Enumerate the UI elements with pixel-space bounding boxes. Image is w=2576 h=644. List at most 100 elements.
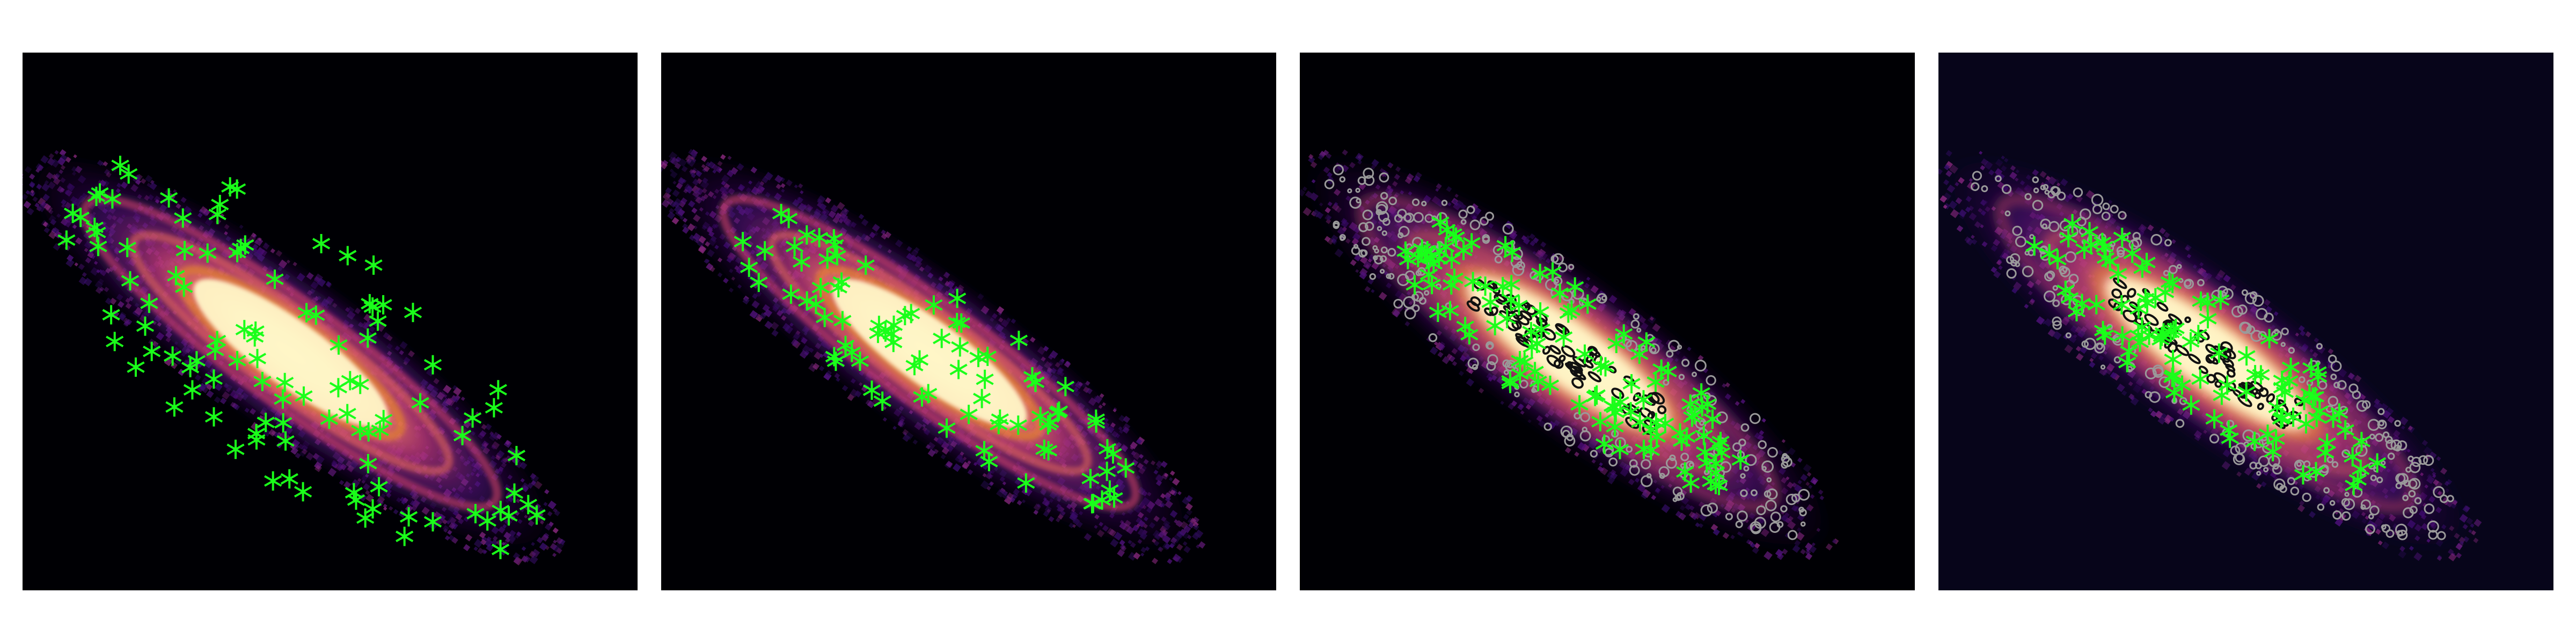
source-marker bbox=[266, 269, 284, 289]
source-marker bbox=[2189, 325, 2207, 345]
source-marker bbox=[973, 389, 991, 408]
source-marker bbox=[818, 249, 837, 269]
source-marker bbox=[2063, 214, 2082, 233]
source-marker bbox=[1510, 296, 1528, 316]
source-marker bbox=[786, 237, 804, 257]
source-marker bbox=[246, 321, 265, 341]
source-marker bbox=[464, 408, 482, 428]
source-marker bbox=[969, 348, 987, 368]
source-marker bbox=[359, 453, 377, 473]
source-marker bbox=[734, 232, 752, 252]
source-marker bbox=[363, 297, 382, 317]
source-marker bbox=[1637, 332, 1656, 352]
source-marker bbox=[2040, 244, 2059, 264]
source-marker bbox=[491, 539, 510, 559]
source-marker bbox=[2182, 332, 2200, 352]
source-marker bbox=[1056, 377, 1074, 397]
source-marker bbox=[2191, 369, 2209, 389]
source-marker bbox=[2352, 459, 2370, 479]
source-marker bbox=[1441, 301, 1459, 320]
source-marker bbox=[2167, 318, 2185, 338]
source-marker bbox=[364, 255, 383, 275]
source-marker bbox=[111, 156, 129, 175]
source-marker bbox=[756, 241, 774, 261]
source-marker bbox=[2136, 289, 2155, 309]
source-marker bbox=[938, 418, 956, 438]
source-marker bbox=[1707, 463, 1725, 482]
source-marker bbox=[2336, 420, 2354, 440]
source-marker bbox=[2210, 343, 2228, 363]
source-marker bbox=[933, 328, 951, 348]
source-marker bbox=[1595, 434, 1614, 454]
source-marker bbox=[882, 324, 901, 343]
source-marker bbox=[87, 186, 106, 206]
source-marker bbox=[2118, 353, 2136, 372]
source-marker bbox=[991, 409, 1009, 429]
source-marker bbox=[2348, 470, 2367, 490]
galaxy-image-3 bbox=[1300, 53, 1915, 590]
source-marker bbox=[1611, 392, 1629, 412]
source-marker bbox=[1709, 435, 1728, 455]
source-marker bbox=[2212, 290, 2230, 310]
source-marker bbox=[1050, 401, 1068, 421]
source-marker bbox=[2316, 443, 2334, 463]
source-marker bbox=[1526, 362, 1544, 382]
source-marker bbox=[102, 305, 120, 325]
source-marker bbox=[257, 413, 275, 433]
galaxy-panel-3 bbox=[1300, 53, 1915, 590]
source-marker bbox=[276, 431, 295, 451]
source-marker bbox=[793, 252, 811, 272]
source-marker bbox=[1559, 303, 1577, 323]
source-marker bbox=[1098, 462, 1116, 481]
source-marker bbox=[2182, 395, 2200, 415]
source-marker bbox=[339, 246, 357, 266]
source-marker bbox=[1009, 331, 1028, 350]
source-marker bbox=[836, 335, 855, 355]
source-marker bbox=[356, 508, 375, 528]
source-marker bbox=[2297, 414, 2315, 434]
source-marker bbox=[174, 208, 192, 228]
source-marker bbox=[88, 223, 106, 243]
source-marker bbox=[358, 328, 377, 348]
source-marker bbox=[2109, 264, 2127, 283]
source-marker bbox=[2352, 431, 2370, 451]
source-marker bbox=[2192, 291, 2210, 311]
source-marker bbox=[2273, 370, 2291, 390]
source-marker bbox=[347, 490, 365, 510]
source-marker bbox=[1494, 277, 1512, 296]
source-marker bbox=[330, 335, 348, 355]
source-marker bbox=[1711, 431, 1730, 451]
source-marker bbox=[1017, 473, 1035, 493]
source-marker bbox=[235, 320, 253, 340]
source-marker bbox=[828, 246, 846, 266]
source-marker bbox=[351, 421, 369, 441]
source-marker bbox=[2067, 302, 2086, 321]
source-marker bbox=[862, 380, 881, 400]
source-marker bbox=[351, 375, 369, 394]
source-marker bbox=[228, 179, 246, 199]
source-marker bbox=[485, 398, 503, 418]
source-marker bbox=[338, 404, 356, 423]
source-marker bbox=[2133, 258, 2151, 278]
source-marker bbox=[2151, 330, 2170, 350]
source-marker bbox=[797, 225, 816, 245]
source-marker bbox=[2101, 252, 2119, 272]
source-marker bbox=[423, 512, 442, 532]
source-marker bbox=[1541, 375, 1560, 395]
source-marker bbox=[71, 208, 90, 228]
source-marker bbox=[106, 332, 124, 352]
source-marker bbox=[2163, 274, 2182, 294]
contour-lines bbox=[1324, 164, 1810, 540]
source-marker bbox=[411, 393, 429, 413]
source-marker bbox=[816, 308, 834, 327]
source-marker bbox=[211, 195, 229, 215]
source-marker bbox=[143, 341, 161, 361]
source-marker bbox=[1117, 458, 1135, 478]
source-marker bbox=[1596, 357, 1615, 377]
source-marker bbox=[2061, 288, 2079, 308]
source-marker bbox=[165, 397, 184, 417]
source-marker bbox=[253, 371, 272, 391]
source-marker bbox=[466, 504, 485, 524]
source-marker bbox=[873, 391, 891, 411]
source-marker bbox=[1098, 439, 1116, 459]
